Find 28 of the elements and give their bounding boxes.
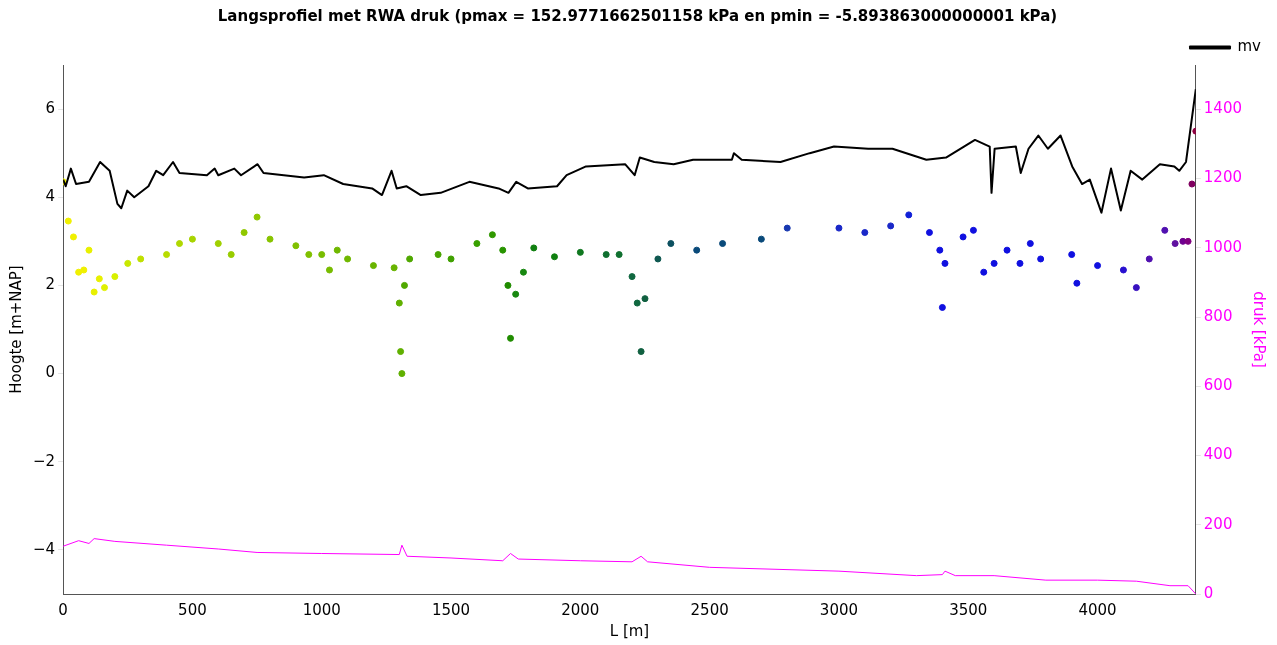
- y2-axis-title: druk [kPa]: [1250, 291, 1269, 368]
- x-tick-label: 3000: [819, 600, 859, 619]
- x-tick-label: 3500: [949, 600, 988, 619]
- y-tick-label: 2: [45, 275, 56, 294]
- x-axis-title: L [m]: [609, 621, 650, 640]
- y2-tick-label: 1000: [1203, 237, 1243, 256]
- y2-tick-label: 1200: [1203, 168, 1243, 187]
- y2-tick-label: 0: [1203, 583, 1214, 602]
- x-tick-label: 4000: [1078, 600, 1117, 619]
- x-tick-label: 2500: [690, 600, 729, 619]
- x-tick-label: 500: [178, 600, 207, 619]
- y2-tick-label: 400: [1203, 445, 1233, 464]
- chart-title: Langsprofiel met RWA druk (pmax = 152.9771662501158 kPa en pmin = -5.893863000000001 kPa): [217, 6, 1058, 25]
- y-tick-label: 4: [45, 187, 56, 206]
- y-tick-label: 6: [45, 98, 56, 117]
- x-tick-label: 1000: [302, 600, 341, 619]
- y-tick-label: −4: [32, 539, 56, 558]
- y2-tick-label: 800: [1203, 306, 1233, 325]
- y2-tick-label: 1400: [1203, 99, 1243, 118]
- x-tick-label: 2000: [561, 600, 600, 619]
- legend-label: mv: [1237, 37, 1262, 56]
- y2-tick-label: 600: [1203, 376, 1233, 395]
- y-tick-label: 0: [45, 363, 56, 382]
- y2-tick-label: 200: [1203, 514, 1233, 533]
- x-tick-label: 1500: [431, 600, 471, 619]
- x-tick-label: 0: [58, 600, 68, 619]
- y-tick-label: −2: [32, 451, 56, 470]
- y-axis-title: Hoogte [m+NAP]: [6, 265, 25, 394]
